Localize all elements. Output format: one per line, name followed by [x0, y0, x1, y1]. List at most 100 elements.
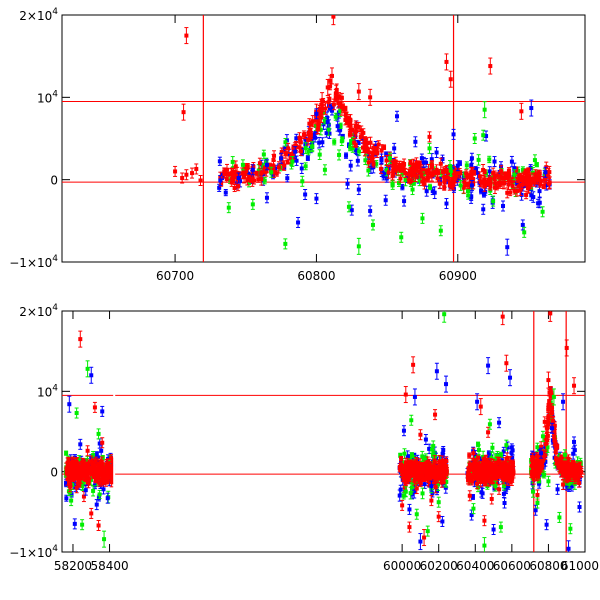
red-cloud-point	[461, 185, 466, 190]
red-data-point	[356, 89, 361, 94]
red-cloud-point	[526, 168, 531, 173]
green-cloud-point	[422, 458, 427, 463]
y-tick-label: 0	[50, 174, 58, 188]
blue-cloud-point	[424, 160, 429, 165]
green-data-point	[387, 156, 392, 161]
red-cloud-point	[288, 155, 293, 160]
red-cloud-point	[497, 183, 502, 188]
green-cloud-point	[88, 477, 93, 482]
red-cloud-point	[93, 458, 98, 463]
red-cloud-point	[343, 112, 348, 117]
red-cloud-point	[394, 167, 399, 172]
red-cloud-point	[419, 173, 424, 178]
red-cloud-point	[413, 173, 418, 178]
red-data-point	[416, 165, 421, 170]
blue-cloud-point	[422, 482, 427, 487]
red-cloud-point	[67, 484, 72, 489]
green-data-point	[420, 216, 425, 221]
red-cloud-point	[319, 115, 324, 120]
green-cloud-point	[403, 177, 408, 182]
red-cloud-point	[247, 175, 252, 180]
green-data-point	[310, 144, 315, 149]
red-cloud-point	[359, 128, 364, 133]
blue-data-point	[293, 149, 298, 154]
red-cloud-point	[336, 101, 341, 106]
blue-cloud-point	[405, 175, 410, 180]
red-cloud-point	[465, 174, 470, 179]
green-data-point	[482, 107, 487, 112]
red-cloud-point	[96, 461, 101, 466]
green-cloud-point	[396, 181, 401, 186]
green-data-point	[226, 205, 231, 210]
green-cloud-point	[444, 479, 449, 484]
red-cloud-point	[317, 106, 322, 111]
red-cloud-point	[323, 106, 328, 111]
plot-frame	[61, 14, 586, 263]
red-cloud-point	[274, 171, 279, 176]
green-cloud-point	[339, 139, 344, 144]
blue-cloud-point	[475, 170, 480, 175]
blue-data-point	[236, 176, 241, 181]
green-cloud-point	[390, 181, 395, 186]
blue-cloud-point	[443, 485, 448, 490]
red-cloud-point	[429, 164, 434, 169]
red-cloud-point	[259, 170, 264, 175]
red-cloud-point	[441, 170, 446, 175]
blue-data-point	[469, 183, 474, 188]
y-tick-label: −1×104	[9, 544, 58, 560]
red-cloud-point	[337, 94, 342, 99]
green-cloud-point	[436, 482, 441, 487]
red-cloud-point	[470, 176, 475, 181]
blue-data-point	[484, 134, 489, 139]
red-cloud-point	[433, 485, 438, 490]
red-cloud-point	[417, 161, 422, 166]
red-cloud-point	[422, 177, 427, 182]
red-cloud-point	[93, 478, 98, 483]
red-cloud-point	[343, 106, 348, 111]
blue-cloud-point	[368, 165, 373, 170]
red-cloud-point	[547, 180, 552, 185]
green-data-point	[458, 183, 463, 188]
red-cloud-point	[435, 176, 440, 181]
data-layer	[63, 311, 584, 552]
red-data-point	[198, 178, 203, 183]
red-data-point	[184, 172, 189, 177]
red-cloud-point	[308, 127, 313, 132]
green-cloud-point	[77, 457, 82, 462]
green-cloud-point	[357, 149, 362, 154]
y-tick-label: 2×104	[19, 303, 58, 319]
red-cloud-point	[334, 87, 339, 92]
red-cloud-point	[252, 178, 257, 183]
red-cloud-point	[506, 169, 511, 174]
red-cloud-point	[86, 481, 91, 486]
red-cloud-point	[231, 174, 236, 179]
green-cloud-point	[289, 162, 294, 167]
blue-cloud-point	[344, 153, 349, 158]
red-cloud-point	[347, 132, 352, 137]
red-cloud-point	[506, 182, 511, 187]
blue-cloud-point	[419, 156, 424, 161]
blue-cloud-point	[537, 189, 542, 194]
red-data-point	[368, 95, 373, 100]
green-cloud-point	[322, 118, 327, 123]
red-data-point	[339, 105, 344, 110]
blue-cloud-point	[99, 448, 104, 453]
red-cloud-point	[83, 475, 88, 480]
blue-data-point	[421, 160, 426, 165]
red-cloud-point	[371, 145, 376, 150]
red-cloud-point	[86, 477, 91, 482]
red-cloud-point	[368, 140, 373, 145]
red-cloud-point	[379, 148, 384, 153]
y-tick-label: −1×104	[9, 254, 58, 270]
green-data-point	[427, 146, 432, 151]
red-data-point	[331, 15, 336, 19]
green-cloud-point	[534, 162, 539, 167]
red-cloud-point	[236, 184, 241, 189]
blue-cloud-point	[327, 131, 332, 136]
green-data-point	[300, 179, 305, 184]
red-data-point	[469, 170, 474, 175]
red-cloud-point	[358, 135, 363, 140]
blue-cloud-point	[451, 187, 456, 192]
blue-data-point	[529, 193, 534, 198]
x-tick-label: 58200	[54, 559, 92, 573]
